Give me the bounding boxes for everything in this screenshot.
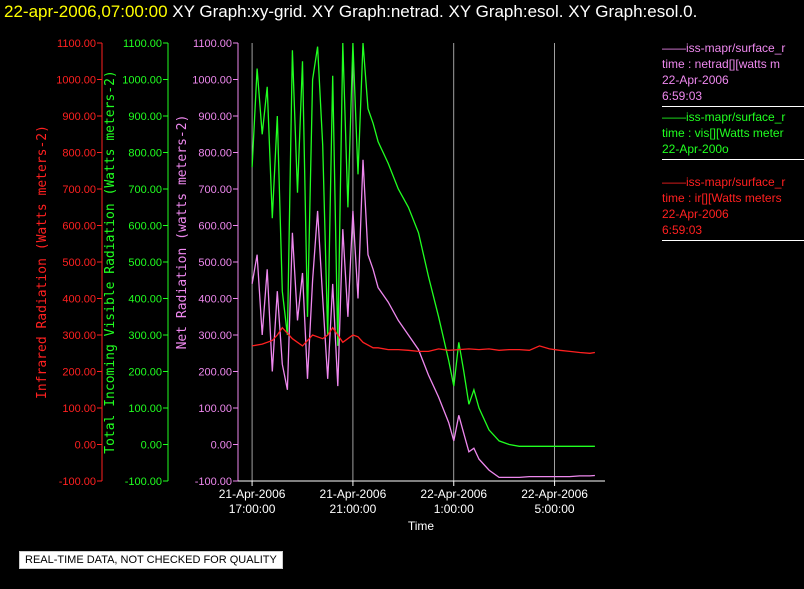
y-tick-label-ir: 1100.00 bbox=[57, 38, 96, 50]
x-tick-label-date: 21-Apr-2006 bbox=[320, 487, 387, 501]
header-date: 22-apr-2006,07:00:00 bbox=[4, 2, 168, 21]
y-tick-label-ir: 300.00 bbox=[62, 330, 96, 342]
series-line-ir bbox=[251, 326, 596, 354]
window-header: 22-apr-2006,07:00:00 XY Graph:xy-grid. X… bbox=[4, 2, 697, 22]
y-tick-label-ir: 1000.00 bbox=[56, 75, 96, 87]
y-axis-label-vis: Total Incoming Visible Radiation (Watts … bbox=[103, 70, 118, 454]
y-tick-label-net: 400.00 bbox=[198, 294, 232, 306]
y-tick-label-net: 600.00 bbox=[198, 221, 232, 233]
legend-line: time : vis[][Watts meter bbox=[662, 126, 784, 140]
y-axis-label-net: Net Radiation (watts meters-2) bbox=[175, 115, 190, 350]
y-tick-label-vis: 900.00 bbox=[128, 111, 162, 123]
legend-line: 22-Apr-2006 bbox=[662, 207, 729, 221]
y-tick-label-net: -100.00 bbox=[195, 476, 232, 488]
legend-line: time : netrad[][watts m bbox=[662, 57, 781, 71]
y-tick-label-ir: 0.00 bbox=[75, 440, 96, 452]
x-tick-label-date: 22-Apr-2006 bbox=[420, 487, 487, 501]
y-tick-label-ir: 100.00 bbox=[62, 403, 96, 415]
y-axis-label-ir: Infrared Radiation (Watts meters-2) bbox=[35, 125, 50, 399]
quality-notice: REAL-TIME DATA, NOT CHECKED FOR QUALITY bbox=[19, 551, 283, 569]
legend-line: 22-Apr-2006 bbox=[662, 73, 729, 87]
y-tick-label-net: 1100.00 bbox=[193, 38, 232, 50]
y-tick-label-net: 0.00 bbox=[211, 440, 232, 452]
y-tick-label-ir: 200.00 bbox=[62, 367, 96, 379]
legend-line: ——iss-mapr/surface_r bbox=[662, 175, 786, 189]
legend-line: ——iss-mapr/surface_r bbox=[662, 41, 786, 55]
y-tick-label-vis: 500.00 bbox=[128, 257, 162, 269]
y-tick-label-ir: 700.00 bbox=[62, 184, 96, 196]
y-tick-label-vis: 1100.00 bbox=[123, 38, 162, 50]
legend-line: 6:59:03 bbox=[662, 223, 703, 237]
series-line-vis bbox=[251, 42, 595, 447]
y-tick-label-ir: 900.00 bbox=[62, 111, 96, 123]
y-tick-label-net: 1000.00 bbox=[192, 75, 232, 87]
x-tick-label-time: 1:00:00 bbox=[434, 502, 474, 516]
x-tick-label-date: 21-Apr-2006 bbox=[219, 487, 286, 501]
series-line-net bbox=[251, 159, 595, 479]
y-tick-label-vis: 1000.00 bbox=[122, 75, 162, 87]
x-tick-label-time: 21:00:00 bbox=[330, 502, 377, 516]
x-axis-label: Time bbox=[408, 519, 435, 533]
y-tick-label-vis: 100.00 bbox=[128, 403, 162, 415]
y-tick-label-vis: 800.00 bbox=[128, 148, 162, 160]
y-tick-label-vis: -100.00 bbox=[125, 476, 162, 488]
legend-line: 22-Apr-200o bbox=[662, 142, 729, 156]
legend-line: time : ir[][Watts meters bbox=[662, 191, 782, 205]
y-tick-label-vis: 300.00 bbox=[128, 330, 162, 342]
x-tick-label-time: 5:00:00 bbox=[535, 502, 575, 516]
y-tick-label-vis: 600.00 bbox=[128, 221, 162, 233]
header-graph-titles: XY Graph:xy-grid. XY Graph:netrad. XY Gr… bbox=[172, 2, 698, 21]
y-tick-label-net: 100.00 bbox=[198, 403, 232, 415]
y-tick-label-vis: 700.00 bbox=[128, 184, 162, 196]
y-tick-label-net: 300.00 bbox=[198, 330, 232, 342]
y-tick-label-net: 500.00 bbox=[198, 257, 232, 269]
y-tick-label-net: 800.00 bbox=[198, 148, 232, 160]
y-tick-label-ir: 400.00 bbox=[62, 294, 96, 306]
y-tick-label-vis: 400.00 bbox=[128, 294, 162, 306]
y-tick-label-net: 700.00 bbox=[198, 184, 232, 196]
y-tick-label-net: 900.00 bbox=[198, 111, 232, 123]
y-tick-label-vis: 200.00 bbox=[128, 367, 162, 379]
legend-line: ——iss-mapr/surface_r bbox=[662, 110, 786, 124]
x-tick-label-time: 17:00:00 bbox=[229, 502, 276, 516]
y-tick-label-vis: 0.00 bbox=[141, 440, 162, 452]
y-tick-label-ir: 800.00 bbox=[62, 148, 96, 160]
x-tick-label-date: 22-Apr-2006 bbox=[521, 487, 588, 501]
y-tick-label-ir: -100.00 bbox=[59, 476, 96, 488]
legend-line: 6:59:03 bbox=[662, 89, 703, 103]
y-tick-label-net: 200.00 bbox=[198, 367, 232, 379]
y-tick-label-ir: 500.00 bbox=[62, 257, 96, 269]
y-tick-label-ir: 600.00 bbox=[62, 221, 96, 233]
